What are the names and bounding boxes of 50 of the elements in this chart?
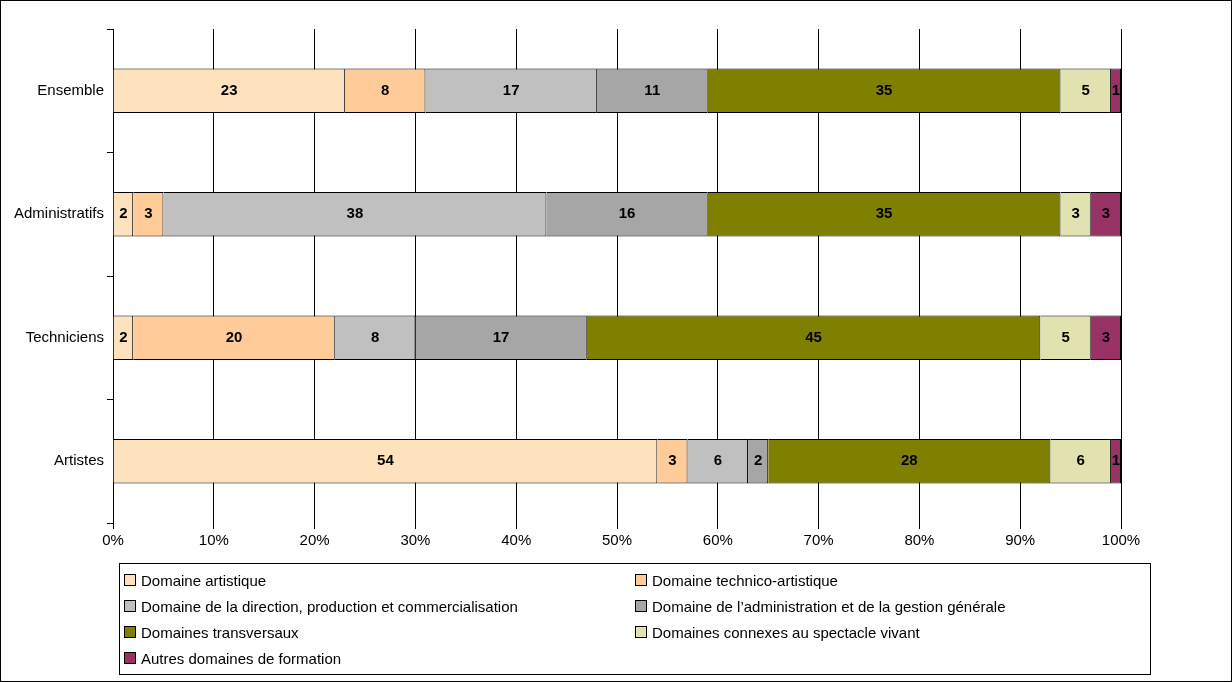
data-label: 1 bbox=[1111, 80, 1121, 98]
data-label: 3 bbox=[144, 204, 153, 222]
data-label: 2 bbox=[753, 451, 763, 469]
x-tick-label: 20% bbox=[299, 531, 330, 549]
data-label: 3 bbox=[1101, 204, 1111, 222]
x-tick-label: 90% bbox=[1005, 531, 1036, 549]
x-tick-label: 80% bbox=[904, 531, 935, 549]
data-label: 1 bbox=[1111, 451, 1121, 469]
x-tick-label: 50% bbox=[602, 531, 633, 549]
data-label: 3 bbox=[668, 451, 677, 469]
legend-label: Domaine artistique bbox=[140, 570, 268, 591]
x-tick-label: 0% bbox=[102, 531, 124, 549]
legend-label: Domaine de l’administration et de la gestion générale bbox=[651, 596, 1007, 617]
x-tick-label: 40% bbox=[501, 531, 532, 549]
x-tick-label: 100% bbox=[1101, 531, 1141, 549]
data-label: 20 bbox=[225, 327, 243, 345]
data-label: 16 bbox=[618, 204, 636, 222]
data-label: 11 bbox=[644, 80, 661, 98]
y-tick-label: Techniciens bbox=[25, 327, 105, 345]
data-label: 28 bbox=[900, 451, 918, 469]
data-label: 23 bbox=[220, 80, 238, 98]
x-tick-label: 10% bbox=[198, 531, 229, 549]
data-label: 38 bbox=[346, 204, 364, 222]
legend-label: Domaines connexes au spectacle vivant bbox=[651, 622, 921, 643]
data-label: 45 bbox=[805, 327, 822, 345]
data-label: 2 bbox=[119, 327, 128, 345]
y-tick-label: Artistes bbox=[54, 451, 105, 469]
data-label: 6 bbox=[1076, 451, 1085, 469]
x-tick-label: 30% bbox=[400, 531, 431, 549]
y-tick-label: Administratifs bbox=[13, 204, 105, 222]
x-tick-label: 60% bbox=[702, 531, 733, 549]
data-label: 54 bbox=[377, 451, 395, 469]
data-label: 5 bbox=[1081, 80, 1090, 98]
legend-label: Domaine de la direction, production et commercialisation bbox=[140, 596, 519, 617]
data-label: 2 bbox=[119, 204, 128, 222]
data-label: 35 bbox=[875, 80, 893, 98]
legend-label: Domaine technico-artistique bbox=[651, 570, 839, 591]
data-label: 8 bbox=[381, 80, 390, 98]
data-label: 3 bbox=[1101, 327, 1111, 345]
legend-label: Autres domaines de formation bbox=[140, 648, 343, 669]
data-label: 8 bbox=[370, 327, 380, 345]
data-label: 35 bbox=[875, 204, 893, 222]
data-label: 17 bbox=[492, 327, 510, 345]
data-label: 17 bbox=[502, 80, 520, 98]
data-label: 6 bbox=[713, 451, 722, 469]
data-label: 3 bbox=[1071, 204, 1080, 222]
data-label: 5 bbox=[1061, 327, 1070, 345]
legend-label: Domaines transversaux bbox=[140, 622, 300, 643]
y-tick-label: Ensemble bbox=[37, 80, 105, 98]
x-tick-label: 70% bbox=[803, 531, 834, 549]
